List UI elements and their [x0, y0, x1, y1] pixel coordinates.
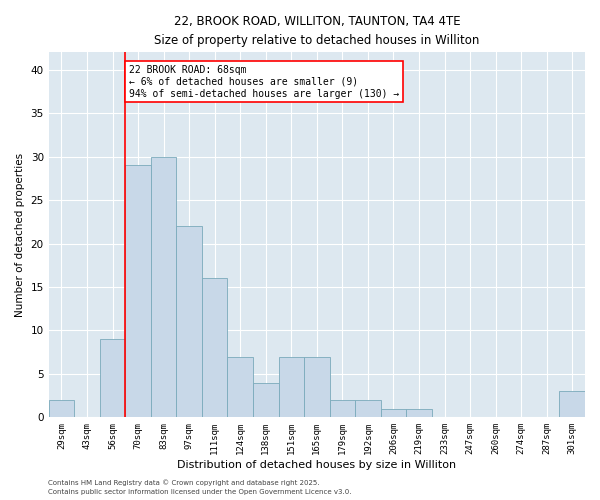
X-axis label: Distribution of detached houses by size in Williton: Distribution of detached houses by size …	[177, 460, 457, 470]
Bar	[278, 356, 304, 418]
Bar	[49, 400, 74, 417]
Bar	[100, 339, 125, 417]
Bar	[227, 356, 253, 418]
Bar	[151, 156, 176, 418]
Bar	[253, 382, 278, 418]
Bar	[176, 226, 202, 418]
Bar	[559, 392, 585, 417]
Title: 22, BROOK ROAD, WILLITON, TAUNTON, TA4 4TE
Size of property relative to detached: 22, BROOK ROAD, WILLITON, TAUNTON, TA4 4…	[154, 15, 479, 47]
Bar	[380, 408, 406, 418]
Bar	[202, 278, 227, 417]
Bar	[355, 400, 380, 417]
Text: 22 BROOK ROAD: 68sqm
← 6% of detached houses are smaller (9)
94% of semi-detache: 22 BROOK ROAD: 68sqm ← 6% of detached ho…	[129, 66, 400, 98]
Bar	[304, 356, 329, 418]
Bar	[329, 400, 355, 417]
Y-axis label: Number of detached properties: Number of detached properties	[15, 153, 25, 317]
Bar	[125, 166, 151, 418]
Bar	[406, 408, 432, 418]
Text: Contains HM Land Registry data © Crown copyright and database right 2025.
Contai: Contains HM Land Registry data © Crown c…	[48, 480, 352, 495]
